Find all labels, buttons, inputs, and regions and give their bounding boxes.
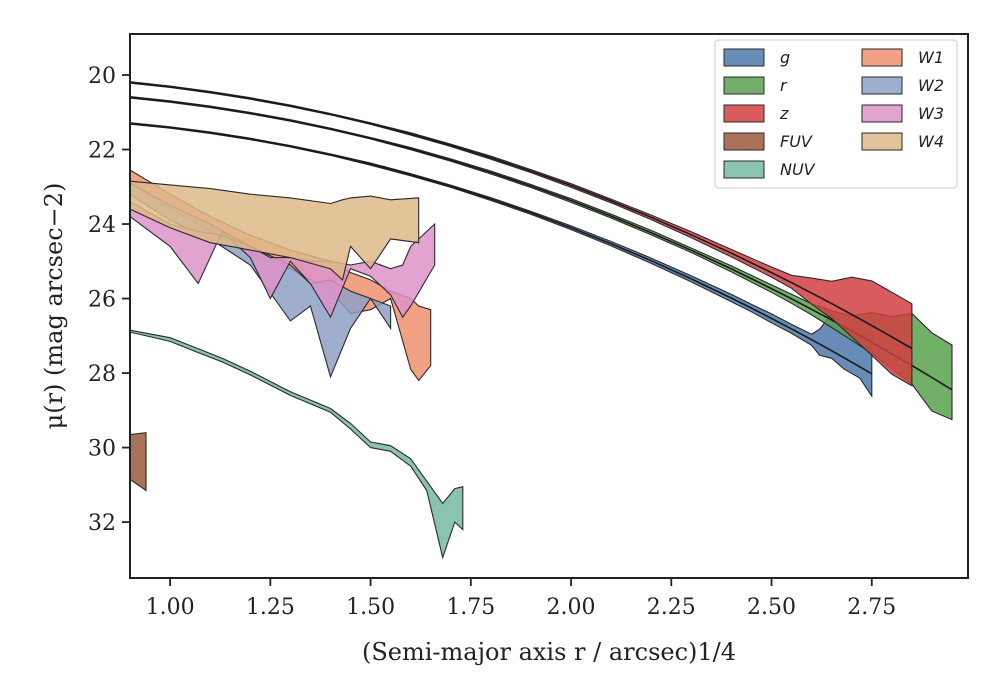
legend-label-w2: W2	[918, 76, 944, 95]
y-tick-label: 22	[88, 139, 116, 164]
legend-swatch-r	[723, 76, 765, 95]
legend-label-fuv: FUV	[780, 132, 813, 151]
y-tick-label: 24	[88, 213, 116, 238]
legend-label-nuv: NUV	[780, 160, 816, 179]
band-z	[130, 81, 913, 387]
legend-swatch-z	[723, 104, 765, 123]
plot-area	[130, 81, 953, 560]
y-axis-title: μ(r) (mag arcsec−2)	[40, 183, 68, 430]
legend-label-z: z	[779, 104, 789, 123]
x-axis: 1.00 1.25 1.50 1.75 2.00 2.25 2.50 2.75	[146, 578, 896, 620]
x-tick-label: 1.25	[246, 595, 295, 620]
y-tick-label: 20	[88, 64, 116, 89]
legend-swatch-fuv	[723, 132, 765, 151]
legend-label-r: r	[780, 76, 788, 95]
y-axis: 20 22 24 26 28 30 32	[88, 64, 130, 536]
legend: grz FUV NUV W1 W2 W3 W4	[714, 39, 958, 189]
legend-swatch-w2	[861, 76, 903, 95]
legend-label-g: g	[780, 48, 790, 67]
band-w4	[130, 180, 420, 281]
x-tick-label: 2.00	[547, 595, 596, 620]
legend-label-w1: W1	[918, 48, 944, 67]
y-tick-label: 32	[88, 511, 116, 536]
legend-swatch-g	[723, 48, 765, 67]
x-tick-label: 2.50	[747, 595, 796, 620]
band-fuv	[130, 432, 147, 492]
x-axis-title: (Semi-major axis r / arcsec)1/4	[362, 638, 736, 666]
legend-swatch-w3	[861, 104, 903, 123]
band-g	[130, 122, 873, 399]
band-r	[130, 96, 953, 421]
x-tick-label: 1.00	[146, 595, 195, 620]
x-tick-label: 2.75	[847, 595, 896, 620]
model-line-g	[130, 122, 873, 375]
y-tick-label: 30	[88, 437, 116, 462]
y-tick-label: 28	[88, 362, 116, 387]
legend-label-w4: W4	[918, 132, 944, 151]
band-w3	[130, 201, 436, 319]
x-tick-label: 2.25	[647, 595, 696, 620]
x-tick-label: 1.50	[346, 595, 395, 620]
x-tick-label: 1.75	[446, 595, 495, 620]
legend-swatch-nuv	[723, 160, 765, 179]
legend-swatch-w1	[861, 48, 903, 67]
model-line-z	[130, 81, 913, 350]
band-nuv	[130, 329, 464, 560]
y-tick-label: 26	[88, 288, 116, 313]
legend-swatch-w4	[861, 132, 903, 151]
axes-frame	[129, 33, 969, 579]
legend-label-w3: W3	[918, 104, 944, 123]
